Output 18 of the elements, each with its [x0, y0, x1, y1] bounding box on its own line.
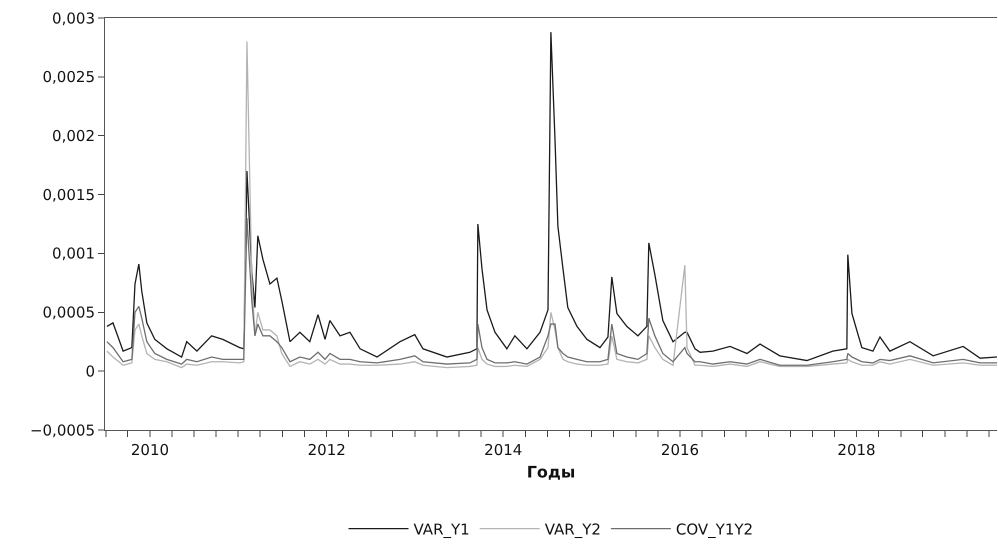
- x-tick-label: 2010: [130, 441, 170, 459]
- y-tick-label: 0,0005: [42, 304, 95, 322]
- legend-label: VAR_Y2: [544, 520, 601, 538]
- legend-label: VAR_Y1: [414, 520, 470, 538]
- y-tick-label: 0,003: [52, 9, 95, 28]
- x-tick-label: 2014: [484, 441, 522, 459]
- x-tick-label: 2018: [837, 441, 876, 459]
- y-tick-label: 0,002: [52, 126, 95, 145]
- x-tick-label: 2012: [308, 441, 346, 459]
- y-tick-label: 0: [85, 362, 95, 380]
- y-tick-label: 0,0015: [42, 186, 95, 204]
- x-axis-title: Годы: [526, 462, 576, 482]
- y-tick-label: −0,0005: [30, 421, 95, 440]
- y-tick-label: 0,001: [52, 244, 95, 263]
- line-series: [106, 217, 997, 366]
- x-tick-label: 2016: [660, 441, 700, 459]
- y-tick-label: 0,0025: [42, 68, 95, 86]
- legend-label: COV_Y1Y2: [676, 520, 754, 538]
